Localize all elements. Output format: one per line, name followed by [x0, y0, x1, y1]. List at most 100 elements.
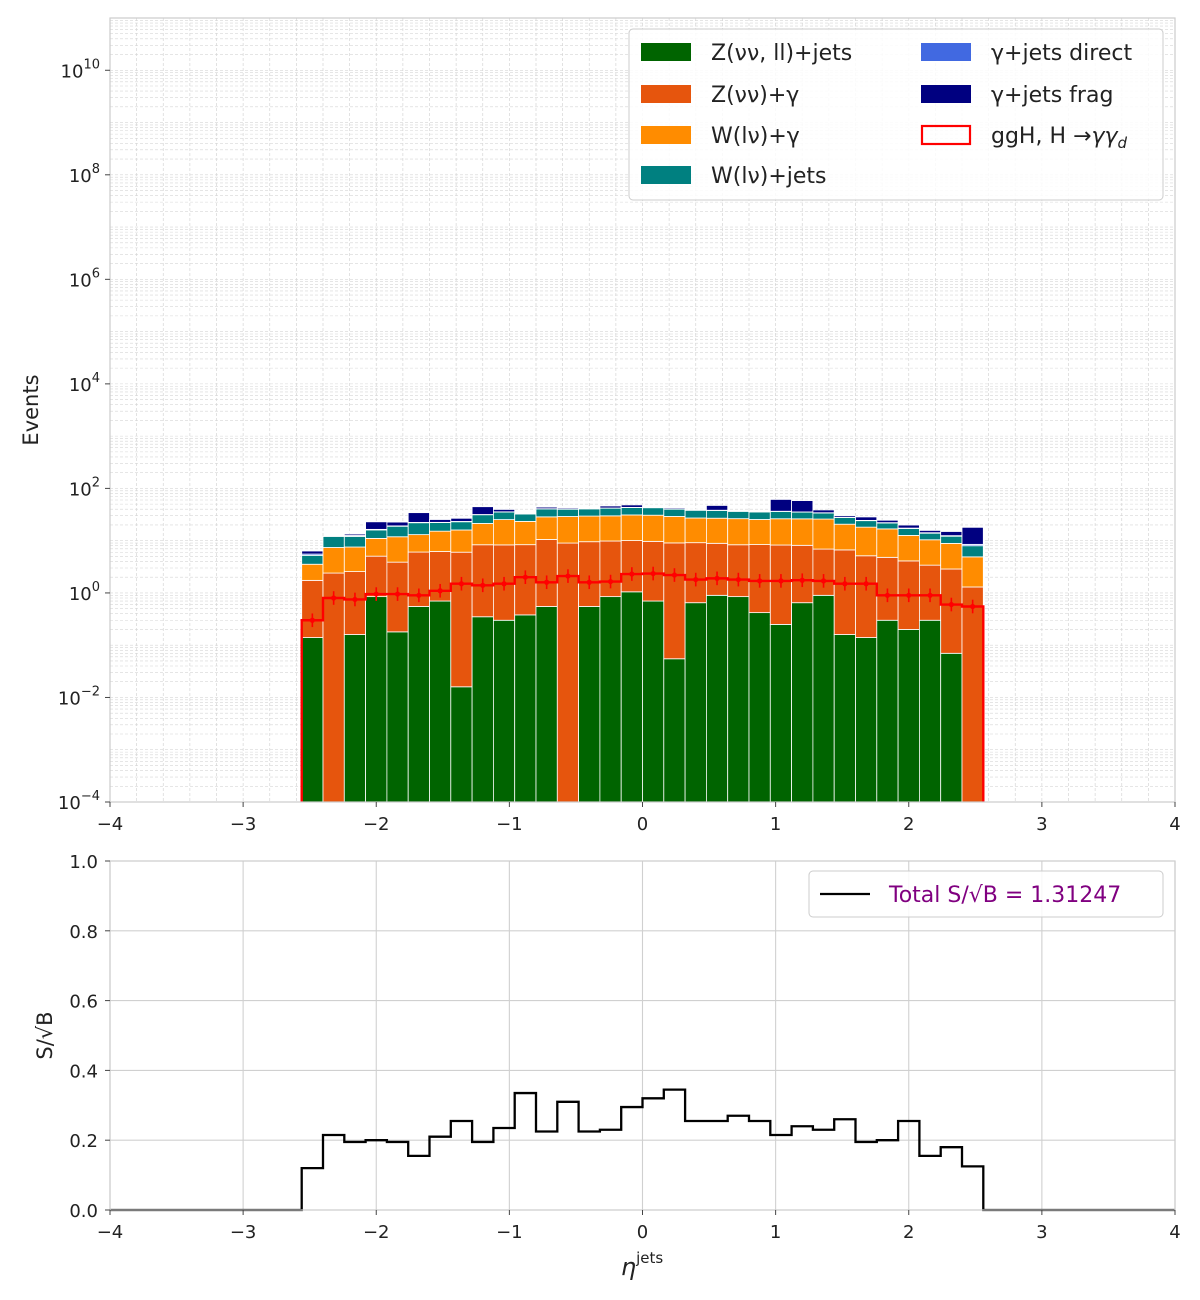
bar-gjets_frag — [961, 526, 984, 545]
signal-marker — [565, 573, 571, 579]
legend-label-gjets_frag: γ+jets frag — [991, 83, 1113, 108]
bar-w_gamma — [343, 546, 366, 572]
y-tick-label: 10−2 — [58, 684, 100, 709]
signal-marker — [650, 570, 656, 577]
bar-w_gamma — [897, 535, 920, 562]
bar-gjets_frag — [897, 524, 920, 529]
bar-w_jets — [620, 507, 643, 516]
bar-gjets_frag — [450, 517, 473, 522]
signal-marker — [948, 601, 954, 608]
signal-marker — [586, 579, 592, 585]
legend-total-significance: Total S/√B = 1.31247 — [888, 883, 1121, 908]
bar-gjets_frag — [429, 519, 452, 523]
x-tick-label: −4 — [97, 1222, 124, 1243]
x-tick-label: −3 — [230, 814, 257, 835]
bar-z_jets — [833, 634, 856, 803]
bar-z_gamma — [620, 540, 643, 593]
legend-label-signal: ggH, H →γγd — [991, 124, 1127, 152]
bar-w_jets — [791, 511, 814, 520]
bar-w_jets — [343, 536, 366, 548]
bar-z_gamma — [706, 542, 729, 596]
bar-w_gamma — [940, 542, 963, 570]
significance-y-ticks: 0.0 0.2 0.4 0.6 0.8 1.0 — [69, 852, 110, 1222]
bar-z_jets — [471, 616, 494, 803]
bar-z_jets — [429, 600, 452, 803]
bar-w_gamma — [919, 539, 942, 566]
bar-gjets_frag — [471, 506, 494, 515]
bar-gjets_frag — [343, 533, 366, 536]
events-histogram-panel: −4 −3 −2 −1 0 1 2 3 4 10−4 10−2 100 102 104 106 108 101… — [19, 17, 1181, 835]
bar-w_jets — [492, 511, 516, 520]
signal-marker — [884, 592, 891, 598]
signal-marker — [629, 571, 635, 577]
bar-w_jets — [897, 528, 920, 536]
bar-z_jets — [684, 602, 707, 803]
signal-marker — [607, 578, 614, 585]
signal-marker — [352, 596, 358, 603]
significance-legend: Total S/√B = 1.31247 — [808, 870, 1164, 918]
bar-z_jets — [620, 591, 643, 803]
signal-marker — [309, 617, 315, 623]
y-tick-label: 0.2 — [69, 1131, 98, 1152]
signal-marker — [693, 576, 699, 583]
legend-label-z_gamma: Z(νν)+γ — [711, 83, 799, 108]
legend-label-w_jets: W(lν)+jets — [711, 164, 827, 189]
bar-w_jets — [642, 507, 665, 516]
bar-w_gamma — [535, 516, 558, 540]
bar-w_gamma — [961, 556, 984, 588]
bar-z_gamma — [535, 539, 558, 607]
bar-z_jets — [812, 594, 835, 803]
stacked-bars — [301, 499, 984, 803]
bar-w_jets — [386, 525, 409, 538]
x-tick-label: −2 — [363, 1222, 390, 1243]
y-tick-label: 10−4 — [58, 789, 100, 814]
bar-w_jets — [514, 513, 537, 522]
bar-w_gamma — [450, 529, 473, 553]
bar-w_gamma — [727, 518, 750, 546]
signal-histogram — [300, 566, 985, 802]
bar-gjets_frag — [940, 531, 963, 537]
legend-box — [628, 28, 1164, 201]
legend-swatch-signal — [920, 124, 972, 146]
x-tick-label: −1 — [496, 1222, 523, 1243]
bar-w_gamma — [365, 538, 388, 557]
bar-w_gamma — [471, 523, 494, 546]
bar-w_jets — [876, 522, 899, 530]
bar-w_gamma — [769, 518, 792, 546]
bar-gjets_frag — [492, 509, 516, 513]
x-tick-label: −3 — [230, 1222, 257, 1243]
bar-w_jets — [450, 521, 473, 531]
bar-w_jets — [748, 511, 771, 520]
y-tick-label: 1.0 — [69, 852, 98, 873]
bar-z_jets — [535, 606, 558, 803]
bar-z_gamma — [727, 544, 750, 598]
signal-marker — [842, 581, 848, 587]
signal-step-line — [300, 572, 985, 802]
y-tick-label: 104 — [69, 371, 100, 396]
bar-w_jets — [556, 508, 579, 517]
bar-gjets_frag — [535, 506, 558, 510]
signal-marker — [863, 581, 869, 587]
signal-marker — [373, 591, 379, 597]
bar-z_gamma — [833, 549, 856, 635]
legend-label-z_jets: Z(νν, ll)+jets — [711, 41, 852, 66]
significance-step-line — [110, 1088, 1175, 1212]
bar-w_jets — [471, 514, 494, 524]
x-tick-label: 1 — [770, 1222, 781, 1243]
bar-w_gamma — [876, 528, 899, 558]
events-x-ticks: −4 −3 −2 −1 0 1 2 3 4 — [97, 802, 1181, 835]
x-tick-label: −4 — [97, 814, 124, 835]
bar-w_gamma — [429, 530, 452, 552]
bar-z_jets — [578, 606, 601, 803]
bar-z_jets — [897, 629, 920, 803]
bar-gjets_frag — [301, 550, 324, 555]
x-tick-label: 3 — [1036, 1222, 1047, 1243]
bar-gjets_frag — [876, 519, 899, 524]
significance-line — [110, 1088, 1175, 1212]
y-tick-label: 106 — [69, 266, 100, 291]
significance-x-ticks: −4 −3 −2 −1 0 1 2 3 4 — [97, 1210, 1181, 1243]
bar-z_jets — [706, 594, 729, 803]
bar-w_gamma — [407, 534, 430, 553]
signal-marker — [714, 575, 720, 581]
